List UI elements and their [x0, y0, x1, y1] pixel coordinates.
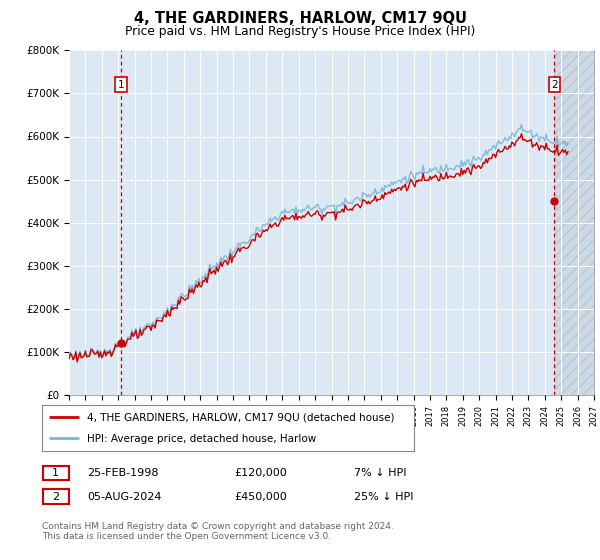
- Text: 7% ↓ HPI: 7% ↓ HPI: [354, 468, 407, 478]
- Text: 2: 2: [52, 492, 59, 502]
- Text: HPI: Average price, detached house, Harlow: HPI: Average price, detached house, Harl…: [86, 434, 316, 444]
- Text: 4, THE GARDINERS, HARLOW, CM17 9QU (detached house): 4, THE GARDINERS, HARLOW, CM17 9QU (deta…: [86, 413, 394, 423]
- Text: 1: 1: [118, 80, 124, 90]
- Text: Contains HM Land Registry data © Crown copyright and database right 2024.
This d: Contains HM Land Registry data © Crown c…: [42, 522, 394, 542]
- Text: 1: 1: [52, 468, 59, 478]
- Text: 05-AUG-2024: 05-AUG-2024: [87, 492, 161, 502]
- Text: 25-FEB-1998: 25-FEB-1998: [87, 468, 158, 478]
- Text: 4, THE GARDINERS, HARLOW, CM17 9QU: 4, THE GARDINERS, HARLOW, CM17 9QU: [133, 11, 467, 26]
- Text: 2: 2: [551, 80, 558, 90]
- Text: 25% ↓ HPI: 25% ↓ HPI: [354, 492, 413, 502]
- Text: £120,000: £120,000: [234, 468, 287, 478]
- Bar: [554, 50, 594, 395]
- Text: £450,000: £450,000: [234, 492, 287, 502]
- Text: Price paid vs. HM Land Registry's House Price Index (HPI): Price paid vs. HM Land Registry's House …: [125, 25, 475, 38]
